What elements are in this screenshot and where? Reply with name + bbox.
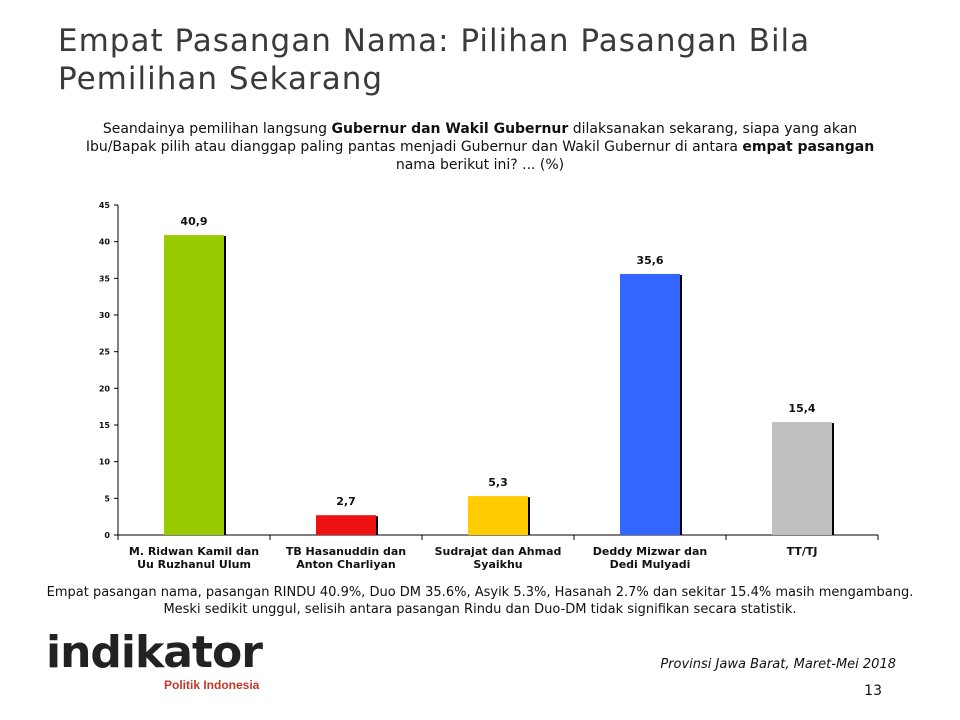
data-label: 2,7 — [336, 495, 356, 508]
chart-summary: Empat pasangan nama, pasangan RINDU 40.9… — [46, 585, 914, 617]
bar — [620, 273, 680, 535]
page-title: Empat Pasangan Nama: Pilihan Pasangan Bi… — [58, 23, 811, 97]
logo-tagline: Politik Indonesia — [164, 678, 260, 692]
y-tick-label: 5 — [104, 494, 110, 503]
category-label: TB Hasanuddin dan — [286, 545, 406, 558]
logo-wordmark: indikator — [46, 627, 263, 678]
y-tick-label: 15 — [99, 421, 111, 430]
question-bold-2: empat pasangan — [742, 139, 875, 155]
data-label: 40,9 — [180, 215, 207, 228]
y-tick-label: 30 — [99, 311, 111, 320]
category-label: Dedi Mulyadi — [610, 558, 691, 571]
category-label: M. Ridwan Kamil dan — [129, 545, 259, 558]
y-tick-label: 40 — [99, 238, 111, 247]
category-label: TT/TJ — [787, 545, 818, 558]
category-label: Anton Charliyan — [296, 558, 396, 571]
bar-chart: 0 5 10 15 20 25 30 35 40 45 40,9 M. Ridwan Kamil d… — [99, 201, 879, 571]
page-number: 13 — [864, 683, 882, 699]
indikator-logo: indikator Politik Indonesia — [46, 628, 286, 698]
question-bold-1: Gubernur dan Wakil Gubernur — [331, 121, 569, 137]
bar — [772, 422, 832, 535]
y-tick-label: 25 — [99, 348, 111, 357]
category-label: Deddy Mizwar dan — [593, 545, 707, 558]
chart-bars — [164, 235, 834, 536]
category-label: Syaikhu — [473, 558, 522, 571]
bar — [164, 235, 224, 536]
survey-question: Seandainya pemilihan langsung Gubernur d… — [80, 120, 880, 174]
source-note: Provinsi Jawa Barat, Maret-Mei 2018 — [660, 657, 896, 672]
y-tick-label: 0 — [104, 531, 110, 540]
question-text-3: nama berikut ini? ... (%) — [395, 157, 565, 173]
data-label: 35,6 — [636, 254, 663, 267]
category-label: Sudrajat dan Ahmad — [435, 545, 562, 558]
y-tick-label: 20 — [99, 384, 111, 393]
question-text-1: Seandainya pemilihan langsung — [102, 121, 332, 137]
bar — [468, 496, 528, 535]
data-label: 15,4 — [788, 402, 815, 415]
y-tick-label: 45 — [99, 201, 111, 210]
data-label: 5,3 — [488, 476, 508, 489]
bar — [316, 515, 376, 535]
question-text-2: dilaksanakan sekarang, siapa yang akan I… — [85, 121, 858, 155]
y-tick-label: 10 — [99, 458, 111, 467]
category-label: Uu Ruzhanul Ulum — [137, 558, 251, 571]
y-tick-label: 35 — [99, 274, 111, 283]
